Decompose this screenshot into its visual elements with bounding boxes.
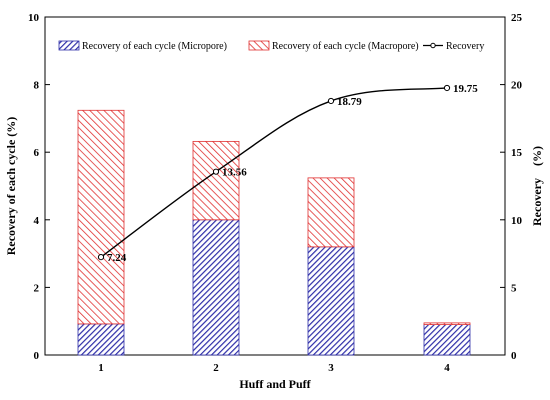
legend-marker-recovery [430, 42, 436, 49]
bar-macropore [77, 109, 125, 325]
left-tick-label: 4 [34, 215, 40, 227]
bar-micropore [307, 246, 355, 356]
right-tick-label: 25 [511, 12, 523, 24]
recovery-point [443, 84, 451, 92]
recovery-line [100, 87, 448, 258]
right-axis: 0 5 10 15 20 25 [500, 12, 523, 362]
line-series: 7.24 13.56 18.79 19.75 [97, 83, 478, 264]
recovery-data-label: 13.56 [222, 167, 247, 179]
bar-micropore [77, 323, 125, 356]
left-axis: 0 2 4 6 8 10 [28, 12, 50, 362]
legend-swatch-micropore [58, 40, 80, 51]
recovery-point [327, 97, 335, 105]
bar-micropore [192, 219, 240, 356]
left-tick-label: 2 [34, 282, 40, 294]
y-axis-right-title: Recovery (%) [530, 146, 544, 226]
left-tick-label: 6 [34, 147, 40, 159]
right-tick-label: 0 [511, 350, 517, 362]
legend-label-micropore: Recovery of each cycle (Micropore) [82, 41, 227, 52]
left-tick-label: 8 [34, 80, 40, 92]
x-axis: 1 2 3 4 [98, 350, 450, 374]
legend-label-recovery: Recovery [446, 41, 484, 52]
x-tick-label: 1 [98, 362, 104, 374]
bar-series [77, 109, 471, 356]
recovery-data-label: 18.79 [337, 96, 362, 108]
x-axis-title: Huff and Puff [239, 377, 311, 391]
recovery-data-label: 7.24 [107, 252, 127, 264]
bar-macropore [192, 140, 240, 221]
x-tick-label: 2 [213, 362, 219, 374]
legend: Recovery of each cycle (Micropore) Recov… [58, 40, 484, 52]
right-tick-label: 15 [511, 147, 523, 159]
y-axis-left-title: Recovery of each cycle (%) [4, 117, 18, 256]
right-tick-label: 5 [511, 282, 517, 294]
left-tick-label: 10 [28, 12, 40, 24]
x-tick-label: 4 [444, 362, 450, 374]
legend-swatch-macropore [248, 40, 270, 51]
bar-macropore [307, 177, 355, 248]
recovery-point [212, 168, 220, 175]
plot-frame [44, 16, 506, 356]
recovery-point [97, 254, 105, 261]
bar-micropore [423, 324, 471, 356]
x-tick-label: 3 [328, 362, 334, 374]
recovery-data-label: 19.75 [453, 83, 478, 95]
legend-label-macropore: Recovery of each cycle (Macropore) [272, 41, 419, 52]
bar-macropore [423, 322, 471, 325]
right-tick-label: 20 [511, 80, 523, 92]
right-tick-label: 10 [511, 215, 523, 227]
left-tick-label: 0 [34, 350, 40, 362]
